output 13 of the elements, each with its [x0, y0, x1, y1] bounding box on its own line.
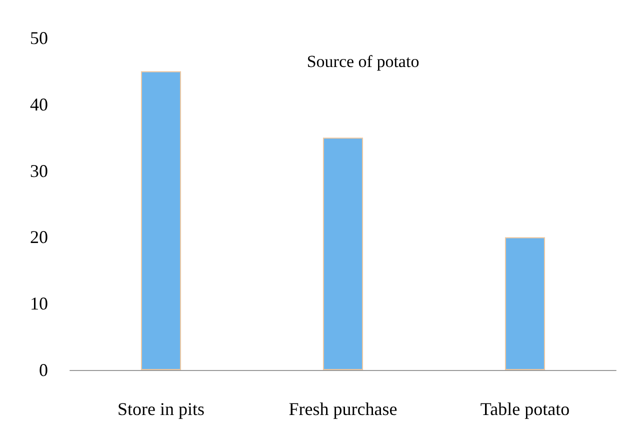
x-tick-label: Store in pits: [117, 399, 205, 419]
y-tick-label: 10: [30, 294, 48, 314]
text: Source of potato: [306, 52, 420, 71]
y-tick-label: 40: [30, 94, 48, 114]
y-tick-label: 30: [30, 160, 48, 181]
y-tick-label: 20: [30, 227, 48, 248]
y-tick-label: 0: [39, 360, 48, 380]
y-tick-label: 50: [30, 28, 48, 48]
bar: [140, 71, 182, 370]
x-tick-label: Fresh purchase: [288, 399, 398, 419]
bar: [322, 138, 364, 370]
bar: [504, 237, 546, 370]
x-tick-label: Table potato: [480, 399, 570, 419]
